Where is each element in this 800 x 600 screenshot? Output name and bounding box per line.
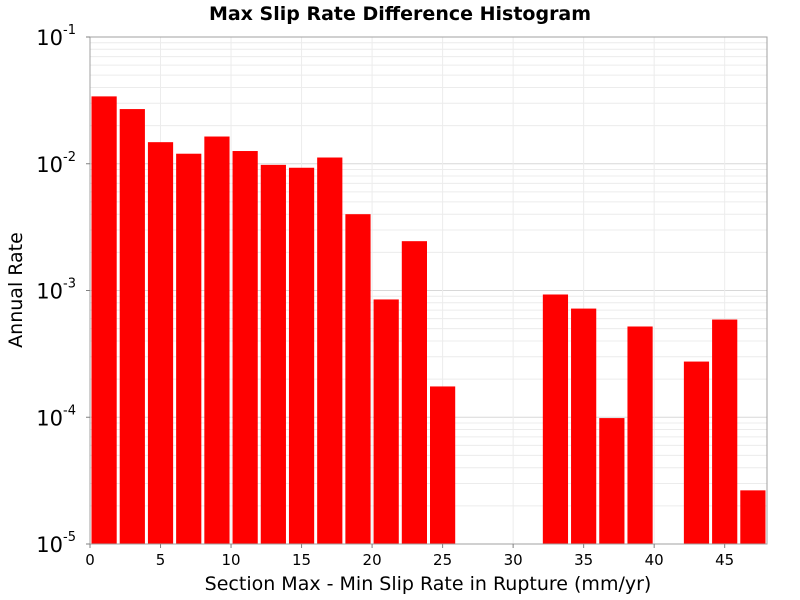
histogram-bar [345, 214, 371, 544]
histogram-bar [232, 151, 258, 545]
histogram-bar [740, 490, 766, 544]
y-ticks: 10-5 10-4 10-3 10-2 10-1 [36, 23, 90, 557]
histogram-bar [571, 308, 597, 544]
x-tick-label: 45 [715, 551, 734, 569]
histogram-bar [147, 142, 174, 545]
x-tick-label: 0 [85, 551, 95, 569]
x-tick-label: 30 [504, 551, 523, 569]
y-tick-label: 10-3 [36, 277, 76, 304]
x-axis-label: Section Max - Min Slip Rate in Rupture (… [205, 573, 652, 595]
histogram-bar [260, 164, 286, 544]
x-tick-label: 20 [363, 551, 382, 569]
histogram-bar [599, 418, 625, 544]
histogram-bar [401, 241, 427, 544]
x-tick-label: 40 [645, 551, 664, 569]
histogram-bar [542, 294, 569, 544]
histogram-bar [176, 153, 202, 544]
histogram-bar [91, 96, 117, 545]
histogram-bar [317, 157, 343, 545]
histogram-bar [712, 319, 738, 544]
x-tick-label: 25 [433, 551, 452, 569]
y-axis-label: Annual Rate [5, 232, 27, 348]
histogram-bar [204, 136, 230, 544]
histogram-bar [627, 326, 653, 544]
x-ticks: 0 5 10 15 20 25 30 35 40 45 [85, 544, 734, 569]
y-tick-label: 10-5 [36, 530, 76, 557]
histogram-bar [119, 109, 145, 544]
x-tick-label: 10 [221, 551, 240, 569]
x-tick-label: 15 [292, 551, 311, 569]
x-tick-label: 5 [156, 551, 166, 569]
y-tick-label: 10-2 [36, 150, 76, 177]
y-tick-label: 10-1 [36, 23, 76, 50]
chart-title: Max Slip Rate Difference Histogram [209, 3, 591, 25]
histogram-bar [373, 299, 399, 544]
y-tick-label: 10-4 [36, 403, 76, 430]
histogram-bar [683, 361, 710, 544]
histogram-bar [430, 386, 456, 544]
x-tick-label: 35 [574, 551, 593, 569]
bars [91, 96, 766, 545]
histogram-bar [288, 167, 315, 544]
